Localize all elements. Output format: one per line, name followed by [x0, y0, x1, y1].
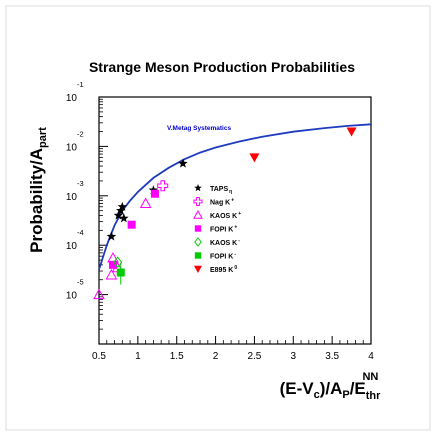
data-point-taps-: [106, 231, 117, 241]
y-tick-exponent: -5: [77, 278, 84, 287]
data-point-taps-: [116, 205, 126, 215]
data-point-e895-k0: [346, 127, 357, 137]
legend-label: FOPI K-: [210, 252, 236, 261]
data-point-taps-: [113, 210, 124, 220]
x-tick-label: 1: [135, 351, 141, 362]
legend-marker: [194, 225, 202, 232]
y-tick-label: 10: [66, 241, 78, 252]
data-point-e895-k0: [249, 153, 260, 163]
x-tick-label: 3: [291, 351, 297, 362]
data-point-taps-: [117, 201, 128, 211]
legend-marker: [194, 237, 202, 247]
legend-marker: [193, 209, 203, 219]
legend-label: Nag K+: [210, 198, 234, 207]
y-tick-exponent: -3: [77, 179, 84, 188]
y-tick-label: 10: [66, 142, 78, 153]
data-point-fopi-k-: [108, 260, 117, 269]
data-point-kaos-k-: [139, 197, 152, 208]
curve-annotation: V.Metag Systematics: [167, 125, 231, 132]
data-point-kaos-k-: [105, 268, 118, 280]
data-point-fopi-k-: [150, 189, 159, 198]
x-tick-label: 2.5: [247, 351, 261, 362]
legend-label: FOPI K+: [210, 225, 237, 234]
legend-label: KAOS K-: [210, 238, 240, 247]
data-point-taps-: [148, 185, 159, 195]
y-tick-label: 10: [66, 291, 78, 302]
y-tick-label: 10: [66, 93, 78, 104]
plot-frame: [98, 96, 372, 345]
x-tick-label: 3.5: [325, 351, 339, 362]
legend-marker: [193, 197, 203, 206]
y-tick-label: 10: [66, 192, 78, 203]
x-tick-label: 0.5: [92, 351, 106, 362]
data-point-fopi-k-: [127, 220, 136, 229]
x-axis-title: (E-Vc)/AP/EthrNN: [280, 371, 382, 402]
plot-area: 0.5 1 1.5 2 2.5 3 3.5 4 10 -1 10 -2 10 -3 10 -4 10 -5 V.Me…: [66, 80, 374, 362]
data-point-kaos-k-: [113, 256, 123, 269]
chart-title: Strange Meson Production Probabilities: [89, 59, 355, 75]
x-tick-label: 2: [213, 351, 219, 362]
data-point-nag-k-: [157, 180, 169, 192]
y-tick-exponent: -2: [77, 129, 84, 138]
legend-marker: [194, 265, 202, 273]
legend-label: TAPSη: [210, 186, 232, 195]
legend: TAPSη Nag K+ KAOS K+ FOPI K+ KAOS K- FOPI K- E…: [193, 184, 241, 274]
data-point-taps-: [119, 213, 129, 223]
x-tick-label: 1.5: [170, 351, 184, 362]
data-point-taps-: [178, 158, 188, 168]
legend-label: E895 K0: [210, 265, 237, 274]
y-tick-exponent: -1: [77, 80, 84, 89]
legend-label: KAOS K+: [210, 211, 241, 220]
legend-marker: [194, 252, 202, 259]
y-tick-exponent: -4: [77, 228, 84, 237]
x-tick-label: 4: [368, 351, 374, 362]
outer-border: [5, 5, 431, 431]
data-point-kaos-k-: [93, 288, 105, 300]
y-axis-title: Probability/Apart: [27, 127, 49, 253]
legend-marker: [194, 184, 202, 192]
